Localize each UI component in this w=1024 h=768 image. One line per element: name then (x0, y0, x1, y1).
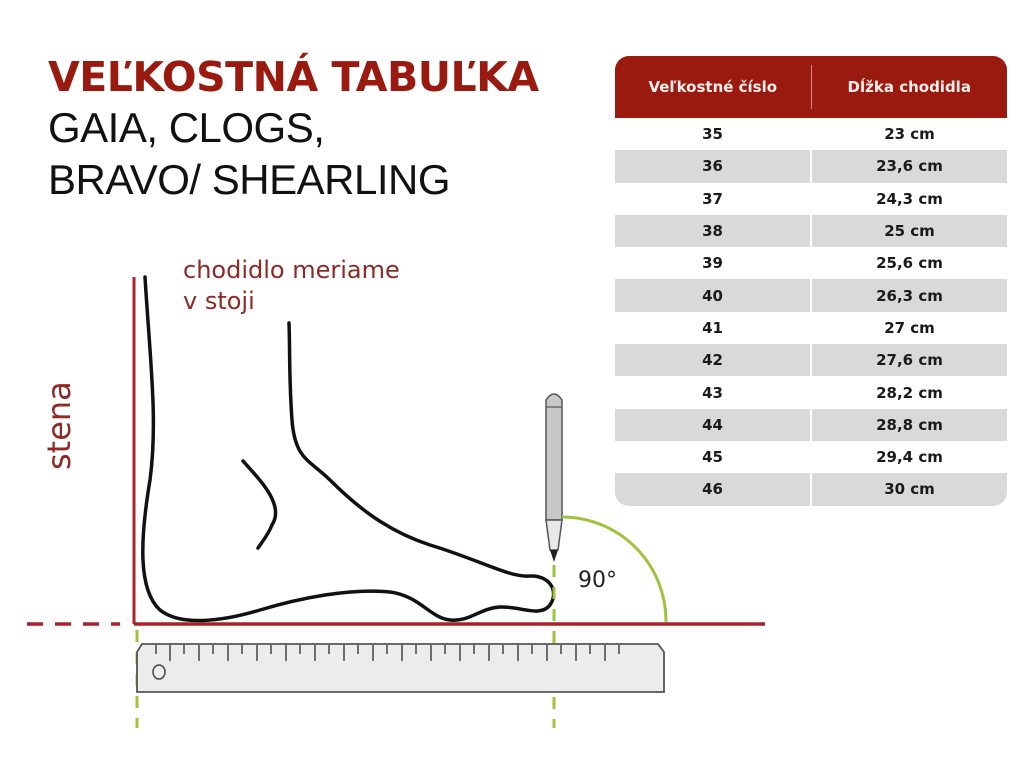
size-cell: 35 (702, 125, 723, 144)
table-row: 43 28,2 cm (615, 376, 1007, 409)
table-row: 42 27,6 cm (615, 344, 1007, 377)
length-cell: 26,3 cm (876, 286, 943, 305)
size-cell: 40 (702, 286, 723, 305)
hint-line-2: v stoji (183, 287, 255, 315)
table-row: 40 26,3 cm (615, 279, 1007, 312)
size-table: Veľkostné číslo Dĺžka chodidla 35 23 cm 3… (615, 56, 1007, 506)
length-cell: 23,6 cm (876, 157, 943, 176)
product-line-2: BRAVO/ SHEARLING (48, 156, 450, 203)
size-cell: 41 (702, 318, 723, 337)
length-cell: 28,2 cm (876, 383, 943, 402)
table-row: 38 25 cm (615, 214, 1007, 248)
size-cell: 39 (702, 254, 723, 273)
table-header: Veľkostné číslo Dĺžka chodidla (615, 56, 1007, 118)
header-size: Veľkostné číslo (648, 78, 778, 96)
header-length: Dĺžka chodidla (847, 78, 971, 96)
table-row: 39 25,6 cm (615, 247, 1007, 280)
size-cell: 45 (702, 448, 723, 467)
measurement-hint: chodidlo meriame v stoji (183, 255, 400, 317)
hint-line-1: chodidlo meriame (183, 256, 400, 284)
length-cell: 24,3 cm (876, 189, 943, 208)
table-row: 41 27 cm (615, 311, 1007, 345)
length-cell: 27,6 cm (876, 351, 943, 370)
product-line-1: GAIA, CLOGS, (48, 104, 325, 151)
length-cell: 28,8 cm (876, 415, 943, 434)
pencil-icon (545, 393, 563, 562)
right-angle-arc-icon (561, 515, 668, 623)
size-cell: 43 (702, 383, 723, 402)
angle-label: 90° (578, 568, 617, 593)
wall-label: stena (40, 381, 78, 470)
table-row: 46 30 cm (615, 473, 1007, 506)
length-cell: 25 cm (884, 222, 935, 241)
table-row: 44 28,8 cm (615, 408, 1007, 441)
size-cell: 37 (702, 189, 723, 208)
size-cell: 36 (702, 157, 723, 176)
foot-outline-icon (141, 275, 556, 623)
table-row: 45 29,4 cm (615, 440, 1007, 474)
size-cell: 44 (702, 415, 723, 434)
length-cell: 30 cm (884, 480, 935, 499)
length-cell: 29,4 cm (876, 448, 943, 467)
length-cell: 27 cm (884, 318, 935, 337)
length-cell: 25,6 cm (876, 254, 943, 273)
page-title: VEĽKOSTNÁ TABUĽKA (48, 53, 539, 101)
size-cell: 46 (702, 480, 723, 499)
table-row: 37 24,3 cm (615, 182, 1007, 215)
ruler-icon (136, 643, 665, 693)
length-cell: 23 cm (884, 125, 935, 144)
size-cell: 42 (702, 351, 723, 370)
title-block: VEĽKOSTNÁ TABUĽKA GAIA, CLOGS, BRAVO/ SH… (48, 52, 539, 206)
table-row: 35 23 cm (615, 118, 1007, 151)
header-divider (810, 65, 812, 109)
table-row: 36 23,6 cm (615, 150, 1007, 183)
size-cell: 38 (702, 222, 723, 241)
